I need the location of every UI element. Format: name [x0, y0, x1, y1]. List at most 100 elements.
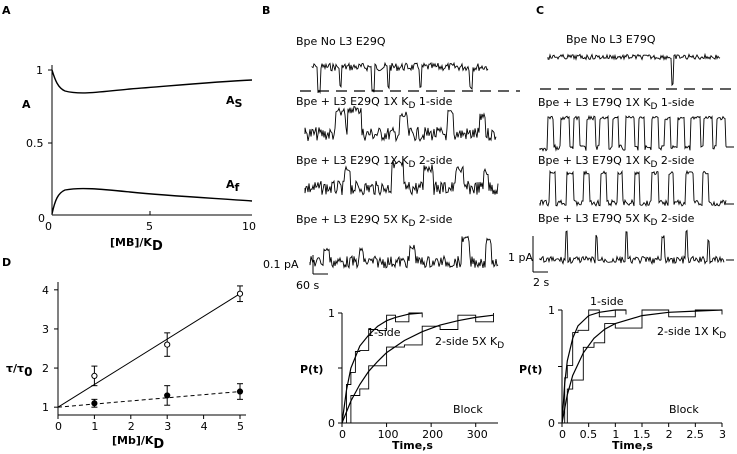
panel-b-trace-4 [309, 235, 499, 270]
panel-c-trace-4 [539, 229, 725, 265]
panel-c-cdf-annotation: Block [669, 403, 699, 416]
panel-d-point-filled-2 [236, 388, 244, 395]
panel-b-trace-3-label-sub: D [408, 160, 415, 170]
panel-d-plot [57, 285, 244, 408]
panel-b-trace-3-label-main: Bpe + L3 E29Q 1X K [296, 154, 409, 167]
panel-a-ytick-1: 1 [36, 64, 43, 77]
panel-b-trace-2-label-tail: 1-side [415, 95, 452, 108]
panel-c-trace-1 [547, 52, 721, 87]
panel-a-xtick-10: 10 [242, 220, 256, 233]
panel-a-ylabel: A [22, 98, 31, 111]
panel-d-letter: D [2, 256, 11, 269]
panel-c-cdf-xtick-2: 1 [612, 428, 619, 441]
panel-a-as-label-main: A [226, 94, 235, 107]
panel-b-cdf-annotation: Block [453, 403, 483, 416]
panel-c-cdf-label-1side: 1-side [590, 295, 624, 308]
panel-d-xtick-1: 1 [91, 420, 98, 433]
panel-c-trace-4-label-sub: D [650, 218, 657, 228]
panel-a-xlabel-sub: D [152, 239, 163, 254]
panel-a-xlabel: [MB]/KD [110, 236, 163, 254]
panel-b-cdf-ylabel: P(t) [300, 363, 323, 376]
panel-b-cdf-label-2side-main: 2-side 5X K [435, 335, 498, 348]
panel-a-as-curve [51, 69, 253, 94]
panel-a-as-label-sub: S [235, 97, 243, 110]
panel-b-cdf-label-2side-sub: D [497, 341, 504, 351]
panel-c-trace-4-label-tail: 2-side [657, 212, 694, 225]
panel-a-af-label-main: A [226, 178, 235, 191]
panel-c-cdf-label-2side-main: 2-side 1X K [657, 325, 720, 338]
panel-c-trace-2-label-tail: 1-side [657, 96, 694, 109]
panel-d-ytick-0: 1 [42, 401, 49, 414]
panel-a-xtick-5: 5 [146, 220, 153, 233]
panel-a-ytick-05: 0.5 [26, 137, 44, 150]
panel-c-trace-3-label-main: Bpe + L3 E79Q 1X K [538, 154, 651, 167]
panel-c-cdf-xtick-1: 0.5 [580, 428, 598, 441]
panel-b-cdf-ytick-2: 0 [328, 417, 335, 430]
panel-b-cdf-ytick-0: 1 [328, 307, 335, 320]
panel-c-trace-2 [539, 114, 727, 152]
panel-c-cdf-ticks: 0 0.5 1 1.5 2 2.5 3 1 0 [548, 304, 726, 441]
panel-c-cdf-ytick-2: 0 [548, 417, 555, 430]
panel-b-cdf-plot [341, 312, 494, 424]
panel-b-trace-4-label: Bpe + L3 E29Q 5X KD 2-side [296, 213, 453, 229]
panel-a-letter: A [2, 4, 11, 17]
panel-d-point-open-0 [91, 372, 98, 379]
panel-c-cdf-xtick-3: 1.5 [633, 428, 651, 441]
panel-c-trace-2-label-sub: D [650, 102, 657, 112]
panel-a-axes [48, 65, 252, 216]
panel-a-af-curve [51, 187, 253, 215]
panel-d-ylabel: τ/τ0 [6, 362, 32, 379]
panel-d-ytick-1: 2 [42, 362, 49, 375]
panel-c-trace-1-label: Bpe No L3 E79Q [566, 33, 656, 46]
panel-d-xlabel: [Mb]/KD [112, 434, 164, 452]
panel-b-cdf-xlabel: Time,s [392, 439, 433, 452]
panel-b-cdf-fit-1 [341, 314, 494, 424]
panel-d-xtick-4: 4 [201, 420, 208, 433]
panel-c-trace-3 [539, 169, 727, 207]
panel-b-trace-4-label-main: Bpe + L3 E29Q 5X K [296, 213, 409, 226]
panel-a-as-label: AS [226, 94, 243, 110]
panel-c-cdf-xtick-5: 2.5 [686, 428, 704, 441]
panel-c-trace-4-label-main: Bpe + L3 E79Q 5X K [538, 212, 651, 225]
panel-b-trace-3-label: Bpe + L3 E29Q 1X KD 2-side [296, 154, 453, 170]
panel-b-trace-2-label-main: Bpe + L3 E29Q 1X K [296, 95, 409, 108]
panel-c-trace-2-label: Bpe + L3 E79Q 1X KD 1-side [538, 96, 695, 112]
panel-a-af-label-sub: f [235, 181, 240, 194]
panel-c-cdf-ytick-0: 1 [548, 304, 555, 317]
panel-c-cdf-label-2side: 2-side 1X KD [657, 325, 726, 341]
panel-c-scale-bar [532, 236, 548, 273]
panel-d-axes [57, 282, 246, 416]
panel-c-trace-2-label-main: Bpe + L3 E79Q 1X K [538, 96, 651, 109]
panel-d-fit-filled [57, 391, 241, 408]
panel-d-ylabel-main: τ/τ [6, 362, 24, 375]
panel-b-cdf-step-1 [342, 313, 494, 424]
panel-b-cdf-step-0 [342, 312, 423, 424]
panel-d-xtick-5: 5 [237, 420, 244, 433]
panel-c-cdf-plot [561, 309, 723, 424]
panel-c-cdf-label-2side-sub: D [719, 331, 726, 341]
panel-b-trace-1 [311, 61, 489, 95]
panel-c-cdf-xtick-6: 3 [719, 428, 726, 441]
panel-c-cdf-ylabel: P(t) [519, 363, 542, 376]
panel-b-cdf-xtick-3: 300 [467, 428, 488, 441]
panel-c-trace-3-label-tail: 2-side [657, 154, 694, 167]
panel-d-point-open-2 [236, 290, 244, 297]
panel-c-trace-3-label: Bpe + L3 E79Q 1X KD 2-side [538, 154, 695, 170]
panel-d-fit-open [57, 293, 241, 408]
panel-c-cdf-fit-0 [561, 309, 626, 424]
panel-b-cdf-label-2side: 2-side 5X KD [435, 335, 504, 351]
panel-d-ylabel-sub: 0 [24, 365, 32, 379]
panel-d-xlabel-sub: D [153, 437, 164, 452]
panel-c-scale-time: 2 s [533, 276, 549, 289]
panel-a-ytick-0: 0 [38, 212, 45, 225]
panel-d-ytick-2: 3 [42, 323, 49, 336]
panel-c-cdf-xtick-4: 2 [666, 428, 673, 441]
panel-b-cdf-xtick-2: 200 [422, 428, 443, 441]
panel-d-xlabel-main: [Mb]/K [112, 434, 154, 447]
panel-b-cdf-ticks: 0 100 200 300 1 0 [328, 307, 488, 441]
panel-b-trace-1-label: Bpe No L3 E29Q [296, 35, 386, 48]
panel-b-letter: B [262, 4, 270, 17]
panel-c-scale-current: 1 pA [508, 251, 533, 264]
